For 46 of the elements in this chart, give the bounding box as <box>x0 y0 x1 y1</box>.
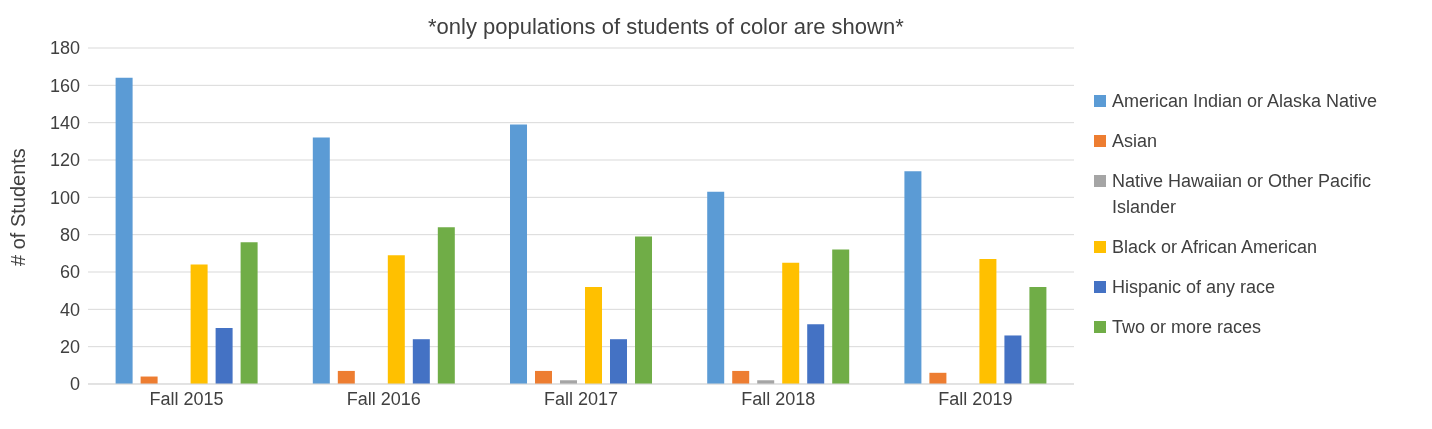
bar <box>610 339 628 384</box>
legend-label: Native Hawaiian or Other Pacific Islander <box>1112 170 1373 219</box>
x-tick-label: Fall 2016 <box>346 388 421 409</box>
x-tick-label: Fall 2019 <box>938 388 1013 409</box>
bar <box>510 124 528 384</box>
bar <box>387 255 405 384</box>
bar <box>412 339 430 384</box>
bar <box>115 77 133 384</box>
bar <box>635 236 653 384</box>
y-tick-label: 80 <box>59 225 80 246</box>
bar <box>1004 335 1022 384</box>
bar <box>707 191 725 384</box>
bar <box>585 286 603 384</box>
bar <box>190 264 208 384</box>
bar <box>732 370 750 384</box>
bar <box>312 137 330 384</box>
bar <box>1029 286 1047 384</box>
y-tick-label: 60 <box>59 262 80 283</box>
legend-label: Hispanic of any race <box>1112 276 1276 299</box>
bar <box>337 370 355 384</box>
bar <box>832 249 850 384</box>
legend-label: American Indian or Alaska Native <box>1112 90 1378 113</box>
bar <box>782 262 800 384</box>
x-tick-label: Fall 2018 <box>741 388 816 409</box>
y-tick-label: 100 <box>49 187 80 208</box>
bar <box>215 328 233 384</box>
bar <box>807 324 825 384</box>
y-tick-label: 20 <box>59 337 80 358</box>
bar <box>979 258 997 384</box>
y-tick-label: 0 <box>69 374 80 395</box>
legend-label: Asian <box>1112 130 1158 153</box>
y-tick-label: 180 <box>49 38 80 59</box>
legend-label: Black or African American <box>1112 236 1318 259</box>
bar <box>240 242 258 384</box>
text: *only populations of students of color are shown* <box>428 14 904 40</box>
bar <box>437 227 455 384</box>
y-tick-label: 160 <box>49 75 80 96</box>
y-tick-label: 40 <box>59 299 80 320</box>
bar <box>535 370 553 384</box>
legend-label: Two or more races <box>1112 316 1262 339</box>
x-tick-label: Fall 2017 <box>543 388 619 409</box>
y-axis-title: # of Students <box>7 148 30 266</box>
x-tick-label: Fall 2015 <box>149 388 224 409</box>
y-tick-label: 140 <box>49 113 80 134</box>
bar <box>904 171 922 384</box>
y-tick-label: 120 <box>49 150 80 171</box>
